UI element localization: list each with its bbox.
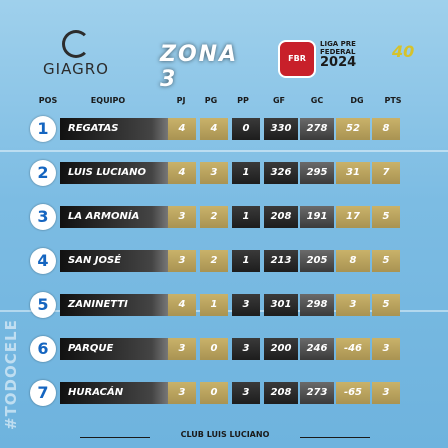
team-name: REGATAS [60, 118, 168, 140]
anniversary-logo: 40 [392, 42, 415, 61]
league-logo: LIGA PRE FEDERAL 2024 [320, 40, 430, 76]
cell-gc: 298 [300, 294, 334, 316]
column-header-team: EQUIPO [90, 96, 126, 105]
position-badge: 5 [30, 292, 56, 318]
sponsor-mark-icon [62, 30, 90, 58]
position-badge: 4 [30, 248, 56, 274]
cell-dg: 52 [336, 118, 370, 140]
cell-gc: 273 [300, 382, 334, 404]
cell-gf: 213 [264, 250, 298, 272]
column-header-gc: GC [310, 96, 324, 105]
table-row: 2 LUIS LUCIANO 4 3 1 326 295 31 7 [30, 158, 440, 188]
hashtag: #TODOCELE [2, 319, 20, 430]
cell-pp: 3 [232, 294, 260, 316]
column-header-pp: PP [237, 96, 249, 105]
cell-gc: 191 [300, 206, 334, 228]
team-name: LUIS LUCIANO [60, 162, 168, 184]
cell-pg: 3 [200, 162, 228, 184]
cell-dg: 8 [336, 250, 370, 272]
cell-pts: 5 [372, 294, 400, 316]
league-line2: FEDERAL [320, 48, 356, 56]
sponsor-name: GIAGRO [43, 60, 109, 78]
cell-pj: 4 [168, 294, 196, 316]
cell-gf: 208 [264, 382, 298, 404]
cell-pts: 3 [372, 338, 400, 360]
cell-dg: -46 [336, 338, 370, 360]
team-name: SAN JOSÉ [60, 250, 168, 272]
position-badge: 6 [30, 336, 56, 362]
cell-gf: 330 [264, 118, 298, 140]
cell-gc: 246 [300, 338, 334, 360]
cell-pp: 3 [232, 382, 260, 404]
cell-pp: 0 [232, 118, 260, 140]
position-badge: 2 [30, 160, 56, 186]
table-row: 4 SAN JOSÉ 3 2 1 213 205 8 5 [30, 246, 440, 276]
cell-gc: 205 [300, 250, 334, 272]
column-header-gf: GF [272, 96, 286, 105]
team-name: LA ARMONÍA [60, 206, 168, 228]
cell-dg: 31 [336, 162, 370, 184]
table-row: 5 ZANINETTI 4 1 3 301 298 3 5 [30, 290, 440, 320]
header: GIAGRO ZONA 3 FBR LIGA PRE FEDERAL 2024 … [0, 0, 448, 92]
table-row: 6 PARQUE 3 0 3 200 246 -46 3 [30, 334, 440, 364]
cell-pg: 2 [200, 250, 228, 272]
cell-gf: 200 [264, 338, 298, 360]
cell-pg: 2 [200, 206, 228, 228]
cell-pts: 8 [372, 118, 400, 140]
cell-pj: 4 [168, 118, 196, 140]
column-header-pos: POS [38, 96, 58, 105]
cell-pj: 3 [168, 338, 196, 360]
cell-pg: 1 [200, 294, 228, 316]
cell-pg: 0 [200, 382, 228, 404]
cell-gc: 278 [300, 118, 334, 140]
position-badge: 1 [30, 116, 56, 142]
page-title: ZONA 3 [160, 42, 239, 92]
cell-dg: -65 [336, 382, 370, 404]
league-line1: LIGA PRE [320, 40, 356, 48]
cell-pg: 4 [200, 118, 228, 140]
fbr-badge: FBR [278, 40, 316, 78]
cell-dg: 17 [336, 206, 370, 228]
cell-gf: 326 [264, 162, 298, 184]
table-row: 3 LA ARMONÍA 3 2 1 208 191 17 5 [30, 202, 440, 232]
light-streak [0, 150, 448, 152]
cell-pp: 1 [232, 162, 260, 184]
cell-pg: 0 [200, 338, 228, 360]
cell-gc: 295 [300, 162, 334, 184]
cell-pj: 3 [168, 382, 196, 404]
table-row: 1 REGATAS 4 4 0 330 278 52 8 [30, 114, 440, 144]
column-header-pg: PG [204, 96, 218, 105]
cell-pp: 3 [232, 338, 260, 360]
team-name: HURACÁN [60, 382, 168, 404]
footer-divider-right [300, 437, 370, 438]
cell-pts: 7 [372, 162, 400, 184]
footer-divider-left [80, 437, 150, 438]
position-badge: 7 [30, 380, 56, 406]
cell-pj: 3 [168, 250, 196, 272]
cell-pj: 4 [168, 162, 196, 184]
cell-dg: 3 [336, 294, 370, 316]
cell-pts: 5 [372, 250, 400, 272]
cell-pts: 3 [372, 382, 400, 404]
team-name: PARQUE [60, 338, 168, 360]
position-badge: 3 [30, 204, 56, 230]
sponsor-logo: GIAGRO [28, 30, 124, 78]
table-row: 7 HURACÁN 3 0 3 208 273 -65 3 [30, 378, 440, 408]
cell-pts: 5 [372, 206, 400, 228]
column-header-pts: PTS [384, 96, 402, 105]
cell-gf: 301 [264, 294, 298, 316]
column-header-pj: PJ [176, 96, 186, 105]
cell-gf: 208 [264, 206, 298, 228]
cell-pp: 1 [232, 250, 260, 272]
footer-club-name: CLUB LUIS LUCIANO [180, 430, 270, 439]
column-header-dg: DG [350, 96, 364, 105]
team-name: ZANINETTI [60, 294, 168, 316]
league-year: 2024 [320, 55, 357, 70]
cell-pp: 1 [232, 206, 260, 228]
cell-pj: 3 [168, 206, 196, 228]
